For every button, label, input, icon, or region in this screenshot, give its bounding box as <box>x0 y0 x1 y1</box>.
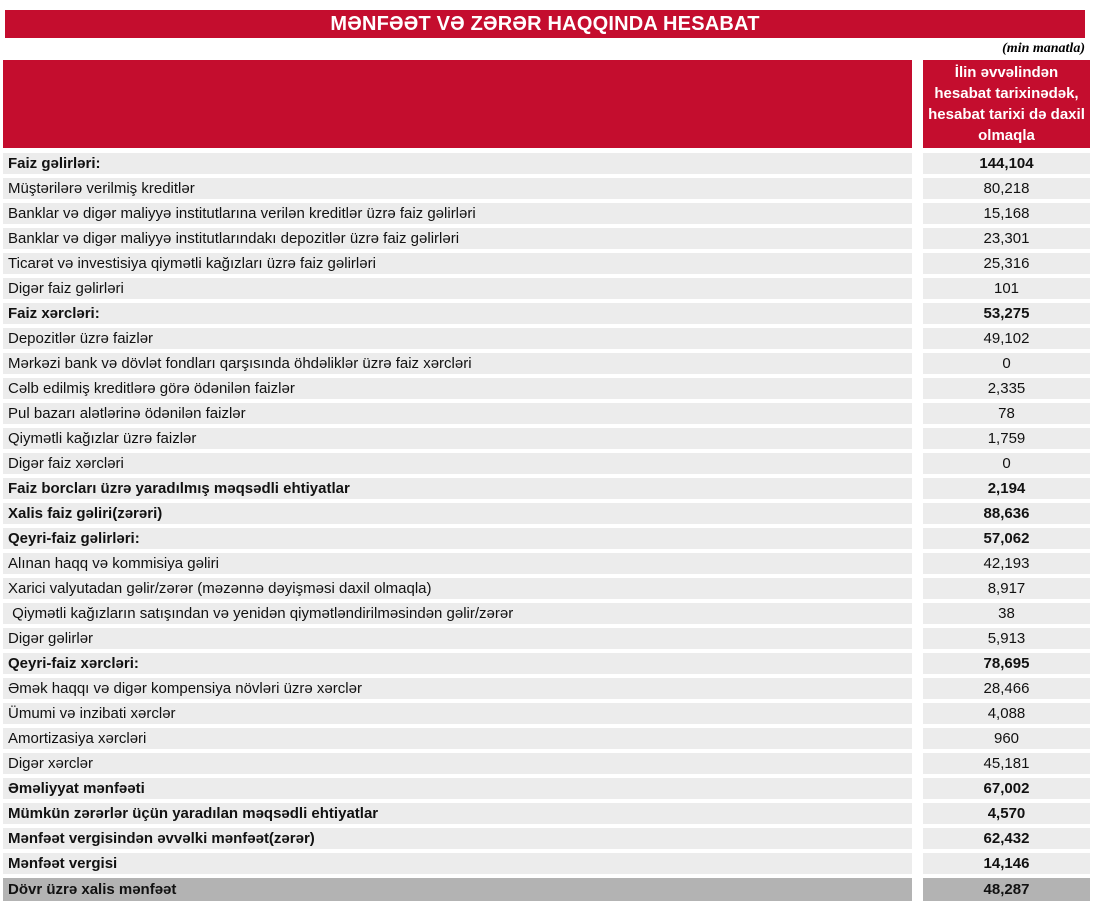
row-value: 2,335 <box>923 378 1090 399</box>
row-value: 78,695 <box>923 653 1090 674</box>
row-value: 4,570 <box>923 803 1090 824</box>
row-label: Digər faiz gəlirləri <box>3 278 912 299</box>
row-label: Digər gəlirlər <box>3 628 912 649</box>
row-value: 62,432 <box>923 828 1090 849</box>
row-value: 960 <box>923 728 1090 749</box>
row-value: 53,275 <box>923 303 1090 324</box>
row-value: 2,194 <box>923 478 1090 499</box>
row-label: Alınan haqq və kommisiya gəliri <box>3 553 912 574</box>
row-value: 8,917 <box>923 578 1090 599</box>
row-value: 45,181 <box>923 753 1090 774</box>
row-label: Mümkün zərərlər üçün yaradılan məqsədli … <box>3 803 912 824</box>
row-value: 25,316 <box>923 253 1090 274</box>
table-row: Əmək haqqı və digər kompensiya növləri ü… <box>3 678 1090 699</box>
table-row: Cəlb edilmiş kreditlərə görə ödənilən fa… <box>3 378 1090 399</box>
row-label: Ümumi və inzibati xərclər <box>3 703 912 724</box>
table-row: Qeyri-faiz gəlirləri: 57,062 <box>3 528 1090 549</box>
row-value: 78 <box>923 403 1090 424</box>
row-label: Faiz gəlirləri: <box>3 153 912 174</box>
header-value-cell: İlin əvvəlindən hesabat tarixinədək, hes… <box>923 60 1090 148</box>
row-label: Mərkəzi bank və dövlət fondları qarşısın… <box>3 353 912 374</box>
row-value: 1,759 <box>923 428 1090 449</box>
table-row: Faiz gəlirləri: 144,104 <box>3 153 1090 174</box>
table-row: Banklar və digər maliyyə institutlarına … <box>3 203 1090 224</box>
table-row: Qiymətli kağızların satışından və yenidə… <box>3 603 1090 624</box>
row-label: Pul bazarı alətlərinə ödənilən faizlər <box>3 403 912 424</box>
table-row: Mərkəzi bank və dövlət fondları qarşısın… <box>3 353 1090 374</box>
row-label: Ticarət və investisiya qiymətli kağızlar… <box>3 253 912 274</box>
row-value: 38 <box>923 603 1090 624</box>
table-row: Digər xərclər 45,181 <box>3 753 1090 774</box>
row-value: 144,104 <box>923 153 1090 174</box>
table-row: Digər faiz gəlirləri 101 <box>3 278 1090 299</box>
row-value: 0 <box>923 353 1090 374</box>
row-value: 101 <box>923 278 1090 299</box>
table-row: Banklar və digər maliyyə institutlarında… <box>3 228 1090 249</box>
row-value: 88,636 <box>923 503 1090 524</box>
row-value: 5,913 <box>923 628 1090 649</box>
row-label: Digər faiz xərcləri <box>3 453 912 474</box>
header-label-cell-empty <box>3 60 912 148</box>
row-label: Digər xərclər <box>3 753 912 774</box>
row-value: 48,287 <box>923 878 1090 901</box>
row-label: Müştərilərə verilmiş kreditlər <box>3 178 912 199</box>
row-label: Faiz xərcləri: <box>3 303 912 324</box>
table-row: Ümumi və inzibati xərclər 4,088 <box>3 703 1090 724</box>
table-row: Digər faiz xərcləri 0 <box>3 453 1090 474</box>
table-row: Faiz borcları üzrə yaradılmış məqsədli e… <box>3 478 1090 499</box>
pnl-table: İlin əvvəlindən hesabat tarixinədək, hes… <box>3 60 1090 901</box>
row-label: Mənfəət vergisi <box>3 853 912 874</box>
table-row: Amortizasiya xərcləri 960 <box>3 728 1090 749</box>
table-row: Əməliyyat mənfəəti 67,002 <box>3 778 1090 799</box>
table-row: Qiymətli kağızlar üzrə faizlər 1,759 <box>3 428 1090 449</box>
row-label: Əmək haqqı və digər kompensiya növləri ü… <box>3 678 912 699</box>
row-value: 28,466 <box>923 678 1090 699</box>
row-label: Amortizasiya xərcləri <box>3 728 912 749</box>
table-row: Faiz xərcləri: 53,275 <box>3 303 1090 324</box>
row-label: Banklar və digər maliyyə institutlarında… <box>3 228 912 249</box>
row-value: 4,088 <box>923 703 1090 724</box>
table-row: Digər gəlirlər 5,913 <box>3 628 1090 649</box>
unit-note: (min manatla) <box>1002 41 1085 56</box>
table-row: Qeyri-faiz xərcləri: 78,695 <box>3 653 1090 674</box>
report-title-bar: MƏNFƏƏT VƏ ZƏRƏR HAQQINDA HESABAT <box>5 10 1085 38</box>
row-label: Dövr üzrə xalis mənfəət <box>3 878 912 901</box>
table-row: Alınan haqq və kommisiya gəliri 42,193 <box>3 553 1090 574</box>
row-value: 14,146 <box>923 853 1090 874</box>
row-label: Depozitlər üzrə faizlər <box>3 328 912 349</box>
row-label: Qiymətli kağızların satışından və yenidə… <box>3 603 912 624</box>
row-value: 57,062 <box>923 528 1090 549</box>
table-row: Pul bazarı alətlərinə ödənilən faizlər 78 <box>3 403 1090 424</box>
row-label: Faiz borcları üzrə yaradılmış məqsədli e… <box>3 478 912 499</box>
row-label: Banklar və digər maliyyə institutlarına … <box>3 203 912 224</box>
table-row: Mənfəət vergisi 14,146 <box>3 853 1090 874</box>
table-row: Müştərilərə verilmiş kreditlər 80,218 <box>3 178 1090 199</box>
row-label: Xalis faiz gəliri(zərəri) <box>3 503 912 524</box>
table-header-row: İlin əvvəlindən hesabat tarixinədək, hes… <box>3 60 1090 148</box>
row-value: 49,102 <box>923 328 1090 349</box>
row-label: Qeyri-faiz xərcləri: <box>3 653 912 674</box>
row-label: Qiymətli kağızlar üzrə faizlər <box>3 428 912 449</box>
row-label: Cəlb edilmiş kreditlərə görə ödənilən fa… <box>3 378 912 399</box>
row-value: 80,218 <box>923 178 1090 199</box>
row-label: Əməliyyat mənfəəti <box>3 778 912 799</box>
table-row: Depozitlər üzrə faizlər 49,102 <box>3 328 1090 349</box>
row-label: Mənfəət vergisindən əvvəlki mənfəət(zərə… <box>3 828 912 849</box>
row-value: 42,193 <box>923 553 1090 574</box>
table-row: Xalis faiz gəliri(zərəri) 88,636 <box>3 503 1090 524</box>
row-value: 0 <box>923 453 1090 474</box>
row-label: Xarici valyutadan gəlir/zərər (məzənnə d… <box>3 578 912 599</box>
table-row: Mənfəət vergisindən əvvəlki mənfəət(zərə… <box>3 828 1090 849</box>
table-total-row: Dövr üzrə xalis mənfəət 48,287 <box>3 878 1090 901</box>
table-row: Xarici valyutadan gəlir/zərər (məzənnə d… <box>3 578 1090 599</box>
row-value: 15,168 <box>923 203 1090 224</box>
table-row: Mümkün zərərlər üçün yaradılan məqsədli … <box>3 803 1090 824</box>
row-value: 67,002 <box>923 778 1090 799</box>
row-value: 23,301 <box>923 228 1090 249</box>
table-body: Faiz gəlirləri: 144,104 Müştərilərə verilm… <box>3 153 1090 901</box>
table-row: Ticarət və investisiya qiymətli kağızlar… <box>3 253 1090 274</box>
row-label: Qeyri-faiz gəlirləri: <box>3 528 912 549</box>
report-title: MƏNFƏƏT VƏ ZƏRƏR HAQQINDA HESABAT <box>330 12 760 35</box>
